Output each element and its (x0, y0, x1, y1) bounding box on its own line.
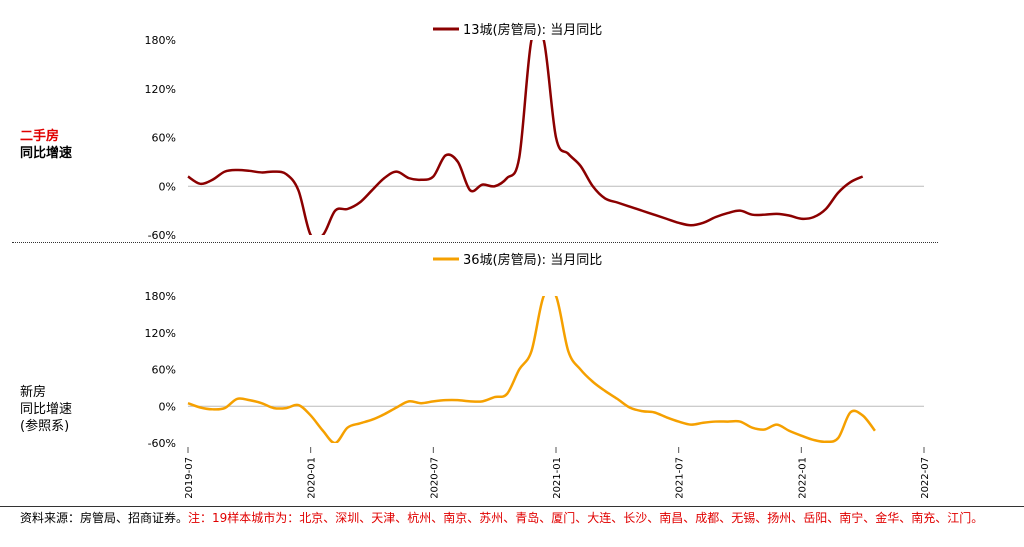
top-label-line1: 二手房 (20, 129, 60, 144)
top-series-line (187, 40, 864, 235)
top-legend-label: 13城(房管局): 当月同比 (463, 22, 602, 38)
top-ytick-label: -60% (148, 229, 176, 242)
footer-note: 资料来源：房管局、招商证券。注：19样本城市为：北京、深圳、天津、杭州、南京、苏… (20, 510, 1020, 527)
panel-divider (12, 242, 938, 243)
bottom-ytick-label: 120% (145, 327, 176, 340)
top-label-line2: 同比增速 (20, 146, 73, 161)
bottom-label-line2: 同比增速 (20, 402, 73, 417)
bottom-ytick-label: -60% (148, 437, 176, 450)
bottom-xtick-label: 2020-01 (307, 457, 318, 499)
footer-cities-note: 注：19样本城市为：北京、深圳、天津、杭州、南京、苏州、青岛、厦门、大连、长沙、… (188, 511, 984, 525)
bottom-xtick-label: 2021-01 (552, 457, 563, 499)
bottom-xtick-label: 2021-07 (675, 457, 686, 499)
bottom-legend-label: 36城(房管局): 当月同比 (463, 252, 602, 268)
footer-rule (0, 506, 1024, 507)
top-ytick-label: 60% (152, 132, 176, 145)
bottom-ytick-label: 60% (152, 364, 176, 377)
top-ytick-label: 120% (145, 83, 176, 96)
bottom-ytick-label: 180% (145, 290, 176, 303)
bottom-ytick-label: 0% (159, 400, 176, 413)
bottom-xtick-label: 2020-07 (429, 457, 440, 499)
bottom-series-line (187, 296, 876, 443)
bottom-label-line3: (参照系) (20, 419, 70, 434)
top-ytick-label: 0% (159, 180, 176, 193)
bottom-xtick-label: 2019-07 (184, 457, 195, 499)
bottom-label-line1: 新房 (20, 385, 47, 400)
top-ytick-label: 180% (145, 34, 176, 47)
footer-source: 资料来源：房管局、招商证券。 (20, 511, 189, 525)
bottom-xtick-label: 2022-07 (920, 457, 931, 499)
bottom-panel-label: 新房 同比增速 (参照系) (20, 384, 72, 435)
bottom-xtick-label: 2022-01 (797, 457, 808, 499)
top-panel-label: 二手房 同比增速 (20, 128, 72, 162)
